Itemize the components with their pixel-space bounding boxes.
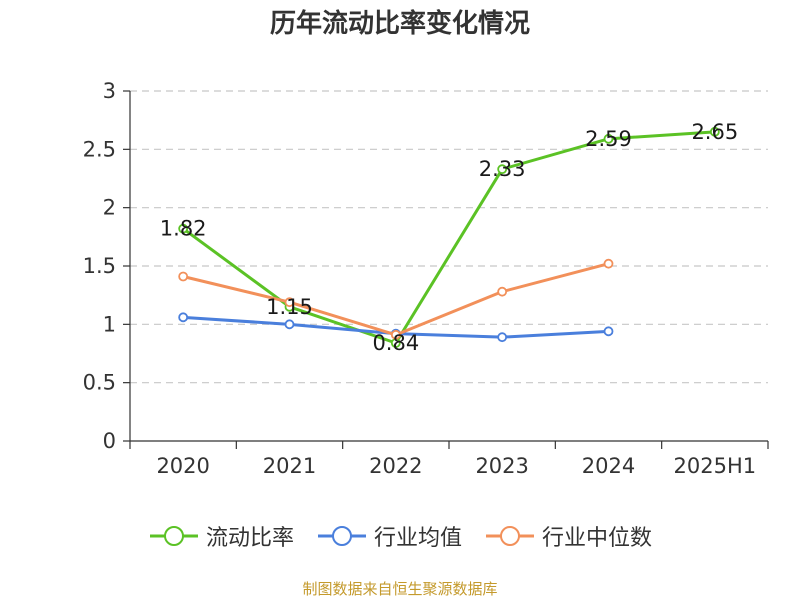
legend: 流动比率 行业均值 行业中位数	[0, 518, 800, 554]
source-note: 制图数据来自恒生聚源数据库	[302, 580, 498, 598]
data-point	[709, 126, 720, 137]
legend-swatch-icon	[317, 526, 366, 546]
chart-title: 历年流动比率变化情况	[269, 9, 530, 39]
y-tick-label: 3	[103, 79, 116, 103]
data-point	[390, 329, 401, 340]
data-label: 2.33	[479, 157, 526, 181]
data-label: 2.65	[691, 120, 738, 144]
legend-label: 行业均值	[373, 526, 462, 551]
legend-swatch-icon	[149, 526, 198, 546]
data-point	[178, 271, 189, 282]
axes: 0 0.5 1 1.5 2 2.5 3 2020 2021 2022 2023 2024 2025H1	[83, 79, 769, 478]
x-tick-label: 2024	[582, 454, 635, 478]
series-group	[178, 126, 720, 348]
legend-label: 行业中位数	[542, 526, 653, 551]
x-tick-label: 2025H1	[674, 454, 757, 478]
grid-lines	[130, 90, 768, 384]
y-tick-label: 1.5	[83, 254, 116, 278]
legend-item-0[interactable]: 流动比率	[148, 520, 294, 552]
y-tick-label: 0	[103, 429, 116, 453]
data-point	[497, 164, 508, 175]
y-tick-label: 2.5	[83, 137, 116, 161]
legend-label: 流动比率	[205, 526, 294, 551]
legend-item-2[interactable]: 行业中位数	[484, 520, 652, 552]
data-point	[497, 286, 508, 297]
data-label: 1.15	[266, 295, 313, 319]
data-point	[178, 223, 189, 234]
data-point	[284, 319, 295, 330]
legend-item-1[interactable]: 行业均值	[316, 520, 462, 552]
x-tick-label: 2023	[475, 454, 528, 478]
x-tick-label: 2022	[369, 454, 422, 478]
data-point	[178, 312, 189, 323]
series-line-0	[182, 130, 715, 345]
data-point	[603, 258, 614, 269]
data-point	[603, 133, 614, 144]
x-tick-label: 2021	[263, 454, 316, 478]
data-point	[603, 326, 614, 337]
x-tick-label: 2020	[156, 454, 209, 478]
data-label: 1.82	[160, 217, 207, 241]
data-label: 2.59	[585, 127, 632, 151]
legend-swatch-icon	[486, 526, 534, 546]
data-labels: 1.82 1.15 0.84 2.33 2.59 2.65	[160, 120, 738, 355]
y-tick-label: 1	[103, 312, 116, 336]
y-tick-label: 2	[103, 196, 116, 220]
y-tick-label: 0.5	[83, 371, 116, 395]
data-point	[497, 332, 508, 343]
data-point	[284, 297, 295, 308]
data-label: 0.84	[372, 331, 419, 355]
